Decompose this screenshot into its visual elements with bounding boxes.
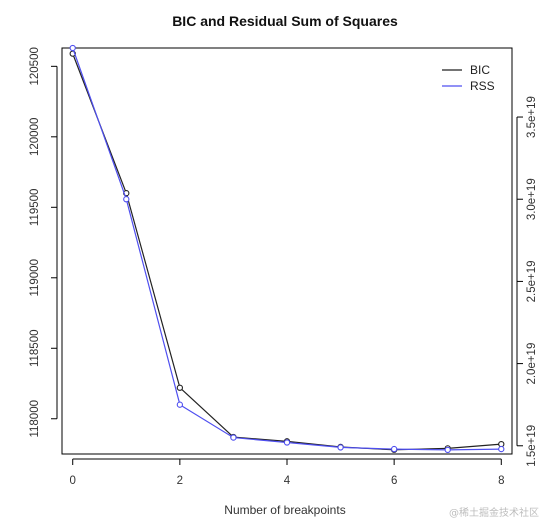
x-tick-label: 4 — [284, 475, 291, 487]
x-tick-label: 0 — [70, 475, 76, 487]
series-point-rss — [123, 196, 130, 203]
left-tick-label: 120500 — [29, 47, 41, 85]
series-point-rss — [69, 44, 76, 52]
left-tick-label: 120000 — [29, 118, 41, 156]
series-point-rss — [176, 401, 184, 408]
plot-frame — [61, 47, 513, 455]
watermark: @稀土掘金技术社区 — [449, 508, 539, 519]
series-point-bic — [176, 384, 184, 391]
series-point-rss — [390, 445, 398, 453]
left-y-axis: 118000 118500 119000 119500 120000 120500 — [29, 47, 58, 438]
series-point-rss — [498, 445, 505, 453]
left-tick-label: 118000 — [29, 400, 41, 438]
right-tick-label: 3.0e+19 — [526, 178, 538, 220]
left-tick-label: 119500 — [29, 189, 41, 227]
x-tick-label: 2 — [177, 475, 183, 487]
left-tick-label: 119000 — [29, 259, 41, 297]
series-point-rss — [337, 444, 344, 451]
x-axis-label: Number of breakpoints — [224, 503, 345, 517]
chart-title: BIC and Residual Sum of Squares — [172, 13, 398, 29]
series-line-rss — [72, 47, 502, 451]
series-point-rss — [230, 434, 237, 441]
series-line-bic — [72, 53, 502, 451]
legend-label-bic: BIC — [470, 63, 490, 77]
series-point-rss — [444, 446, 451, 454]
right-tick-label: 3.5e+19 — [526, 96, 538, 138]
right-tick-label: 2.0e+19 — [526, 343, 538, 385]
right-tick-label: 1.5e+19 — [526, 425, 538, 467]
legend-label-rss: RSS — [470, 79, 495, 93]
legend: BIC RSS — [442, 63, 495, 93]
series-layer — [69, 44, 505, 454]
left-tick-label: 118500 — [29, 330, 41, 368]
x-axis: 0 2 4 6 8 — [70, 458, 504, 487]
x-tick-label: 8 — [498, 475, 504, 487]
right-y-axis: 1.5e+19 2.0e+19 2.5e+19 3.0e+19 3.5e+19 — [516, 96, 538, 467]
x-tick-label: 6 — [391, 475, 397, 487]
series-point-rss — [283, 439, 291, 446]
right-tick-label: 2.5e+19 — [526, 260, 538, 302]
